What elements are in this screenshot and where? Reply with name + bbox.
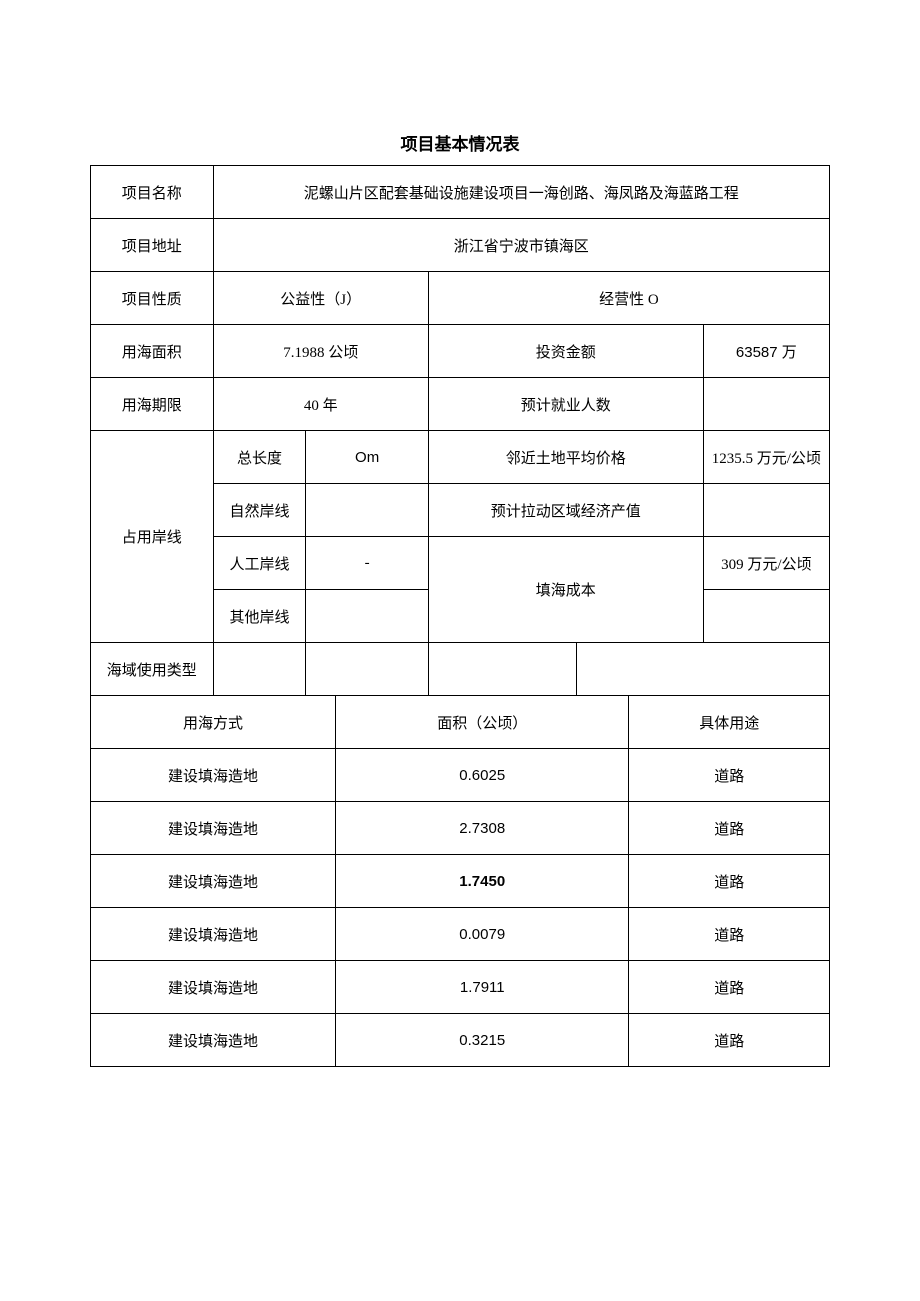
- empty-2: [306, 643, 429, 696]
- label-reclamation-cost: 填海成本: [428, 537, 703, 643]
- header-method: 用海方式: [91, 696, 336, 749]
- value-regional-econ: [703, 484, 829, 537]
- label-regional-econ: 预计拉动区域经济产值: [428, 484, 703, 537]
- value-reclamation-cost-2: [703, 590, 829, 643]
- subtable-row: 建设填海造地 0.3215 道路: [91, 1014, 830, 1067]
- empty-1: [213, 643, 306, 696]
- cell-usage: 道路: [629, 749, 830, 802]
- label-sea-area: 用海面积: [91, 325, 214, 378]
- value-sea-period: 40 年: [213, 378, 428, 431]
- label-sea-use-type: 海域使用类型: [91, 643, 214, 696]
- cell-area: 2.7308: [336, 802, 629, 855]
- value-sea-area: 7.1988 公顷: [213, 325, 428, 378]
- label-investment: 投资金额: [428, 325, 703, 378]
- value-commercial: 经营性 O: [428, 272, 829, 325]
- cell-method: 建设填海造地: [91, 1014, 336, 1067]
- value-adj-land-price: 1235.5 万元/公顷: [703, 431, 829, 484]
- row-project-type: 项目性质 公益性（J） 经营性 O: [91, 272, 830, 325]
- value-other-coast: [306, 590, 429, 643]
- cell-usage: 道路: [629, 1014, 830, 1067]
- cell-method: 建设填海造地: [91, 802, 336, 855]
- cell-area: 0.3215: [336, 1014, 629, 1067]
- value-natural-coast: [306, 484, 429, 537]
- cell-usage: 道路: [629, 802, 830, 855]
- label-project-type: 项目性质: [91, 272, 214, 325]
- cell-method: 建设填海造地: [91, 855, 336, 908]
- cell-usage: 道路: [629, 908, 830, 961]
- value-artificial-coast: -: [306, 537, 429, 590]
- cell-area: 1.7911: [336, 961, 629, 1014]
- cell-usage: 道路: [629, 961, 830, 1014]
- row-sea-area: 用海面积 7.1988 公顷 投资金额 63587 万: [91, 325, 830, 378]
- cell-method: 建设填海造地: [91, 908, 336, 961]
- cell-method: 建设填海造地: [91, 749, 336, 802]
- cell-usage: 道路: [629, 855, 830, 908]
- subtable-row: 建设填海造地 0.0079 道路: [91, 908, 830, 961]
- value-project-address: 浙江省宁波市镇海区: [213, 219, 829, 272]
- row-sea-use-type: 海域使用类型: [91, 643, 830, 696]
- subtable-header: 用海方式 面积（公顷） 具体用途: [91, 696, 830, 749]
- label-sea-period: 用海期限: [91, 378, 214, 431]
- label-employment: 预计就业人数: [428, 378, 703, 431]
- value-public-welfare: 公益性（J）: [213, 272, 428, 325]
- header-usage: 具体用途: [629, 696, 830, 749]
- cell-area: 1.7450: [336, 855, 629, 908]
- label-artificial-coast: 人工岸线: [213, 537, 306, 590]
- cell-area: 0.6025: [336, 749, 629, 802]
- label-project-name: 项目名称: [91, 166, 214, 219]
- label-adj-land-price: 邻近土地平均价格: [428, 431, 703, 484]
- value-total-length: Om: [306, 431, 429, 484]
- subtable-row: 建设填海造地 1.7911 道路: [91, 961, 830, 1014]
- row-total-length: 占用岸线 总长度 Om 邻近土地平均价格 1235.5 万元/公顷: [91, 431, 830, 484]
- empty-4: [577, 643, 830, 696]
- project-info-table: 项目名称 泥螺山片区配套基础设施建设项目一海创路、海凤路及海蓝路工程 项目地址 …: [90, 165, 830, 1067]
- subtable-row: 建设填海造地 2.7308 道路: [91, 802, 830, 855]
- table-title: 项目基本情况表: [90, 130, 830, 155]
- row-sea-period: 用海期限 40 年 预计就业人数: [91, 378, 830, 431]
- value-employment: [703, 378, 829, 431]
- header-area: 面积（公顷）: [336, 696, 629, 749]
- empty-3: [428, 643, 577, 696]
- value-project-name: 泥螺山片区配套基础设施建设项目一海创路、海凤路及海蓝路工程: [213, 166, 829, 219]
- cell-method: 建设填海造地: [91, 961, 336, 1014]
- value-investment: 63587 万: [703, 325, 829, 378]
- subtable-row: 建设填海造地 0.6025 道路: [91, 749, 830, 802]
- label-natural-coast: 自然岸线: [213, 484, 306, 537]
- label-other-coast: 其他岸线: [213, 590, 306, 643]
- cell-area: 0.0079: [336, 908, 629, 961]
- label-coastline: 占用岸线: [91, 431, 214, 643]
- label-total-length: 总长度: [213, 431, 306, 484]
- row-project-name: 项目名称 泥螺山片区配套基础设施建设项目一海创路、海凤路及海蓝路工程: [91, 166, 830, 219]
- value-reclamation-cost: 309 万元/公顷: [703, 537, 829, 590]
- subtable-row: 建设填海造地 1.7450 道路: [91, 855, 830, 908]
- label-project-address: 项目地址: [91, 219, 214, 272]
- row-project-address: 项目地址 浙江省宁波市镇海区: [91, 219, 830, 272]
